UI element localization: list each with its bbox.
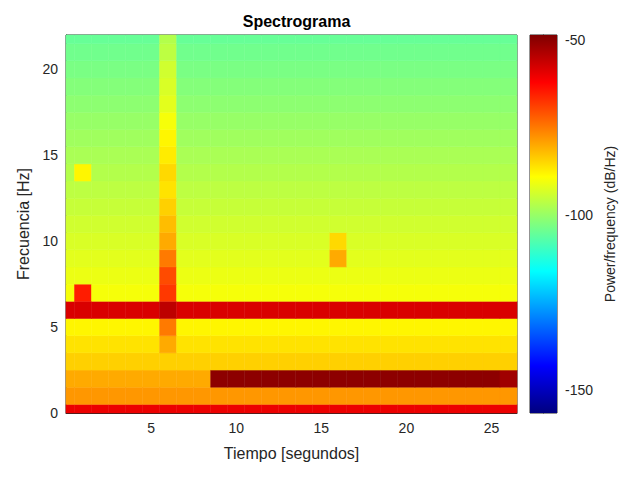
svg-text:20: 20 (399, 420, 415, 436)
svg-text:-50: -50 (565, 32, 585, 48)
svg-text:Spectrograma: Spectrograma (243, 13, 351, 30)
svg-text:Frecuencia [Hz]: Frecuencia [Hz] (15, 168, 32, 280)
svg-text:10: 10 (42, 233, 58, 249)
svg-text:5: 5 (147, 420, 155, 436)
svg-text:10: 10 (228, 420, 244, 436)
svg-text:-150: -150 (565, 382, 593, 398)
svg-text:20: 20 (42, 61, 58, 77)
svg-text:5: 5 (50, 319, 58, 335)
svg-text:0: 0 (50, 405, 58, 421)
svg-text:-100: -100 (565, 207, 593, 223)
svg-text:15: 15 (42, 147, 58, 163)
svg-text:Power/frequency (dB/Hz): Power/frequency (dB/Hz) (602, 146, 618, 302)
svg-text:Tiempo [segundos]: Tiempo [segundos] (224, 445, 359, 462)
svg-text:15: 15 (313, 420, 329, 436)
svg-text:25: 25 (484, 420, 500, 436)
